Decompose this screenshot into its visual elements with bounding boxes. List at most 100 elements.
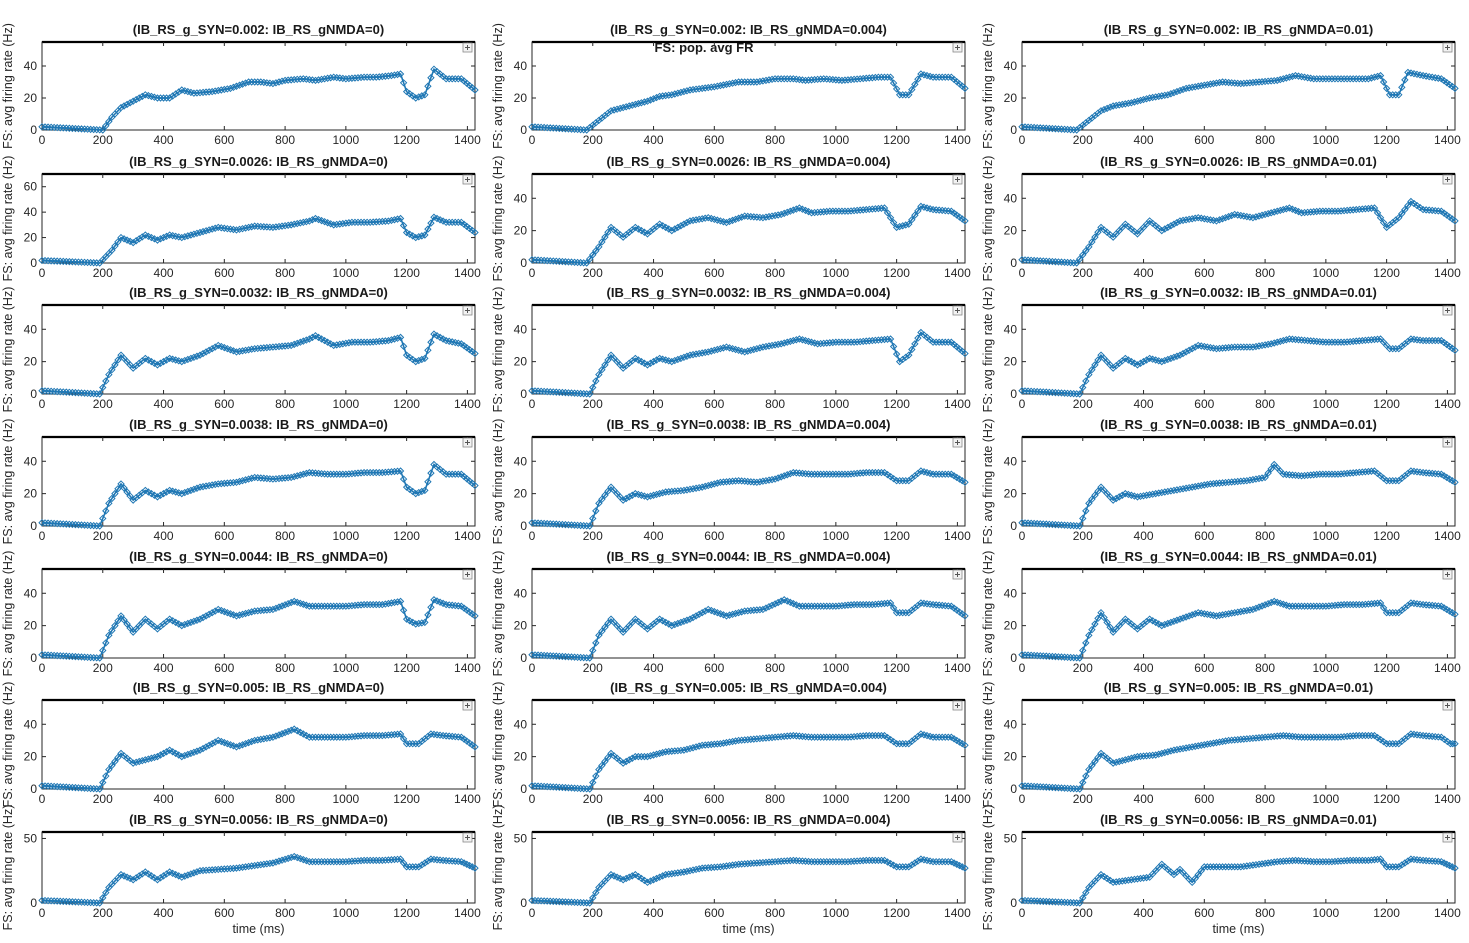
expand-box-icon[interactable] xyxy=(1442,832,1453,843)
x-tick-label: 800 xyxy=(765,661,785,675)
expand-box-icon[interactable] xyxy=(1442,174,1453,185)
data-point-marker xyxy=(378,731,387,740)
data-point-marker xyxy=(442,856,450,865)
data-point-marker xyxy=(1434,336,1442,345)
data-point-marker xyxy=(537,387,545,395)
data-point-marker xyxy=(1069,521,1078,530)
expand-box-icon[interactable] xyxy=(1442,569,1453,580)
data-point-marker xyxy=(445,218,453,227)
data-point-marker xyxy=(862,205,870,214)
data-point-marker xyxy=(1319,602,1327,610)
data-point-marker xyxy=(628,101,636,109)
expand-box-icon[interactable] xyxy=(1442,437,1453,448)
x-tick-label: 1400 xyxy=(1434,266,1461,280)
data-point-marker xyxy=(1042,257,1051,265)
data-point-marker xyxy=(1209,739,1218,747)
expand-box-icon[interactable] xyxy=(952,174,963,185)
data-point-marker xyxy=(281,728,289,737)
data-point-marker xyxy=(339,733,347,741)
expand-box-icon[interactable] xyxy=(952,832,963,843)
expand-box-icon[interactable] xyxy=(462,700,473,711)
expand-box-icon[interactable] xyxy=(462,305,473,316)
data-point-marker xyxy=(731,737,740,745)
expand-box-icon[interactable] xyxy=(1442,305,1453,316)
data-point-marker xyxy=(546,783,554,791)
data-point-marker xyxy=(1018,123,1026,131)
data-point-marker xyxy=(1352,600,1360,609)
data-point-marker xyxy=(393,598,402,606)
data-point-marker xyxy=(196,351,204,359)
data-point-marker xyxy=(1115,877,1123,886)
data-point-marker xyxy=(378,856,387,865)
data-point-marker xyxy=(80,521,89,529)
data-point-marker xyxy=(108,626,116,635)
x-tick-label: 800 xyxy=(275,133,295,147)
data-point-marker xyxy=(555,257,564,266)
data-point-marker xyxy=(1340,75,1348,83)
data-point-marker xyxy=(381,468,390,477)
data-point-marker xyxy=(774,211,782,219)
expand-box-icon[interactable] xyxy=(1442,42,1453,53)
data-point-marker xyxy=(537,123,545,132)
data-point-marker xyxy=(144,870,153,878)
data-point-marker xyxy=(665,91,673,99)
data-point-marker xyxy=(1066,125,1075,134)
data-point-marker xyxy=(534,651,542,659)
data-point-marker xyxy=(731,860,740,869)
data-point-marker xyxy=(336,470,344,478)
data-point-marker xyxy=(390,598,399,607)
y-tick-label: 20 xyxy=(514,224,528,238)
data-point-marker xyxy=(1319,857,1327,866)
data-point-marker xyxy=(1337,470,1345,478)
data-point-marker xyxy=(1264,469,1272,477)
expand-box-icon[interactable] xyxy=(462,42,473,53)
data-point-marker xyxy=(238,80,247,88)
data-point-marker xyxy=(235,347,244,356)
data-point-marker xyxy=(543,651,551,660)
data-point-marker xyxy=(393,467,402,475)
expand-box-icon[interactable] xyxy=(952,305,963,316)
expand-box-icon[interactable] xyxy=(952,437,963,448)
data-point-marker xyxy=(329,470,338,478)
data-point-marker xyxy=(683,867,691,876)
data-point-marker xyxy=(1139,357,1148,366)
data-point-marker xyxy=(153,493,162,501)
x-tick-label: 0 xyxy=(1019,266,1026,280)
data-point-marker xyxy=(314,733,323,741)
data-point-marker xyxy=(905,220,913,228)
data-point-marker xyxy=(1297,209,1306,217)
expand-box-icon[interactable] xyxy=(952,700,963,711)
x-tick-label: 1400 xyxy=(944,397,971,411)
data-point-marker xyxy=(1045,388,1054,397)
data-point-marker xyxy=(278,474,286,482)
data-point-marker xyxy=(850,206,858,215)
data-point-marker xyxy=(579,259,588,267)
data-point-marker xyxy=(1042,124,1051,132)
data-point-marker xyxy=(345,857,353,866)
data-point-marker xyxy=(1313,75,1321,83)
subplot-21: (IB_RS_g_SYN=0.0056: IB_RS_gNMDA=0.01)05… xyxy=(981,805,1461,936)
data-point-marker xyxy=(668,357,676,366)
data-point-marker xyxy=(1395,863,1403,871)
y-tick-label: 0 xyxy=(520,387,527,401)
data-point-marker xyxy=(695,85,703,93)
expand-box-icon[interactable] xyxy=(462,832,473,843)
expand-box-icon[interactable] xyxy=(462,437,473,448)
expand-box-icon[interactable] xyxy=(462,569,473,580)
data-point-marker xyxy=(889,218,898,227)
data-point-marker xyxy=(1328,75,1336,83)
expand-box-icon[interactable] xyxy=(952,42,963,53)
data-point-marker xyxy=(895,608,904,617)
expand-box-icon[interactable] xyxy=(1442,700,1453,711)
expand-box-icon[interactable] xyxy=(952,569,963,580)
data-point-marker xyxy=(336,733,344,741)
x-tick-label: 1400 xyxy=(944,792,971,806)
data-point-marker xyxy=(244,738,253,747)
data-point-marker xyxy=(190,617,198,626)
expand-box-icon[interactable] xyxy=(462,174,473,185)
data-point-marker xyxy=(941,733,949,741)
data-point-marker xyxy=(342,339,350,348)
data-point-marker xyxy=(308,333,317,342)
data-point-marker xyxy=(153,94,162,102)
data-point-marker xyxy=(1182,84,1190,93)
